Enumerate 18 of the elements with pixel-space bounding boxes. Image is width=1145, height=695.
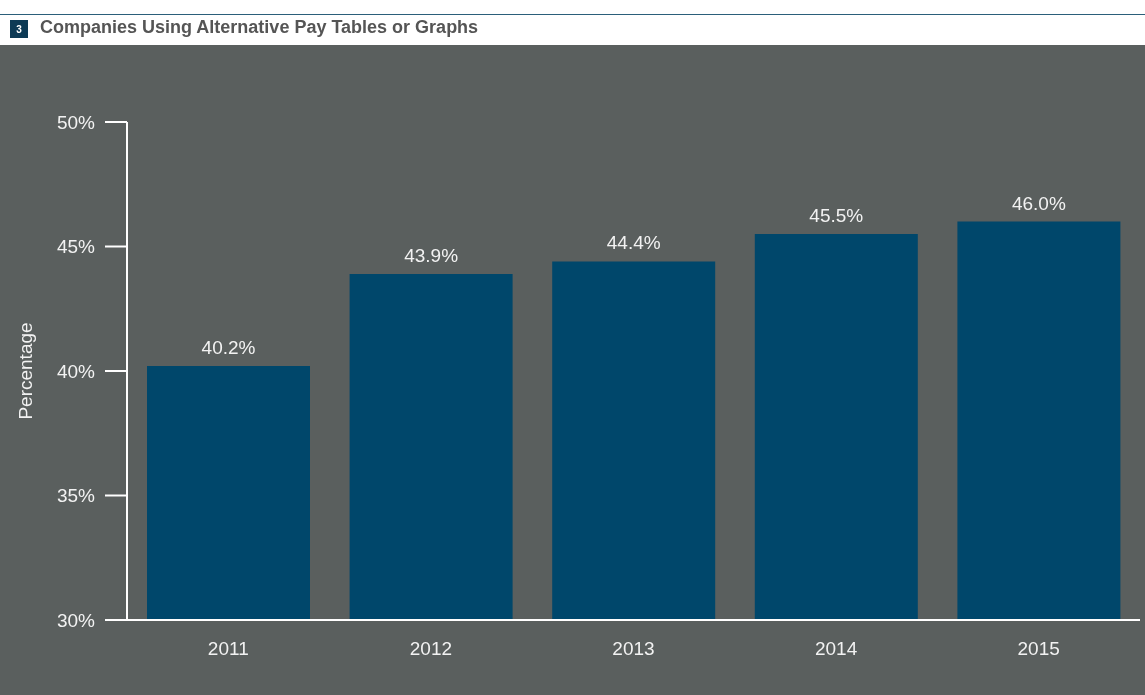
x-tick-label: 2014	[814, 638, 858, 660]
data-label: 43.9%	[404, 244, 459, 266]
figure-number-badge: 3	[10, 20, 28, 38]
x-tick-label: 2012	[409, 638, 453, 660]
data-label: 46.0%	[1011, 192, 1066, 214]
y-tick-label: 50%	[56, 111, 96, 133]
y-tick-label: 40%	[56, 360, 96, 382]
x-tick-label: 2015	[1017, 638, 1060, 660]
data-label: 40.2%	[201, 337, 256, 359]
chart-title: Companies Using Alternative Pay Tables or Graphs	[40, 17, 479, 38]
data-label: 44.4%	[606, 232, 661, 254]
y-tick-label: 45%	[56, 236, 96, 258]
y-axis-title: Percentage	[14, 322, 36, 420]
x-tick-label: 2011	[207, 638, 249, 660]
y-tick-label: 35%	[56, 485, 96, 507]
data-label: 45.5%	[809, 205, 864, 227]
x-tick-label: 2013	[612, 638, 655, 660]
y-tick-label: 30%	[56, 609, 96, 631]
